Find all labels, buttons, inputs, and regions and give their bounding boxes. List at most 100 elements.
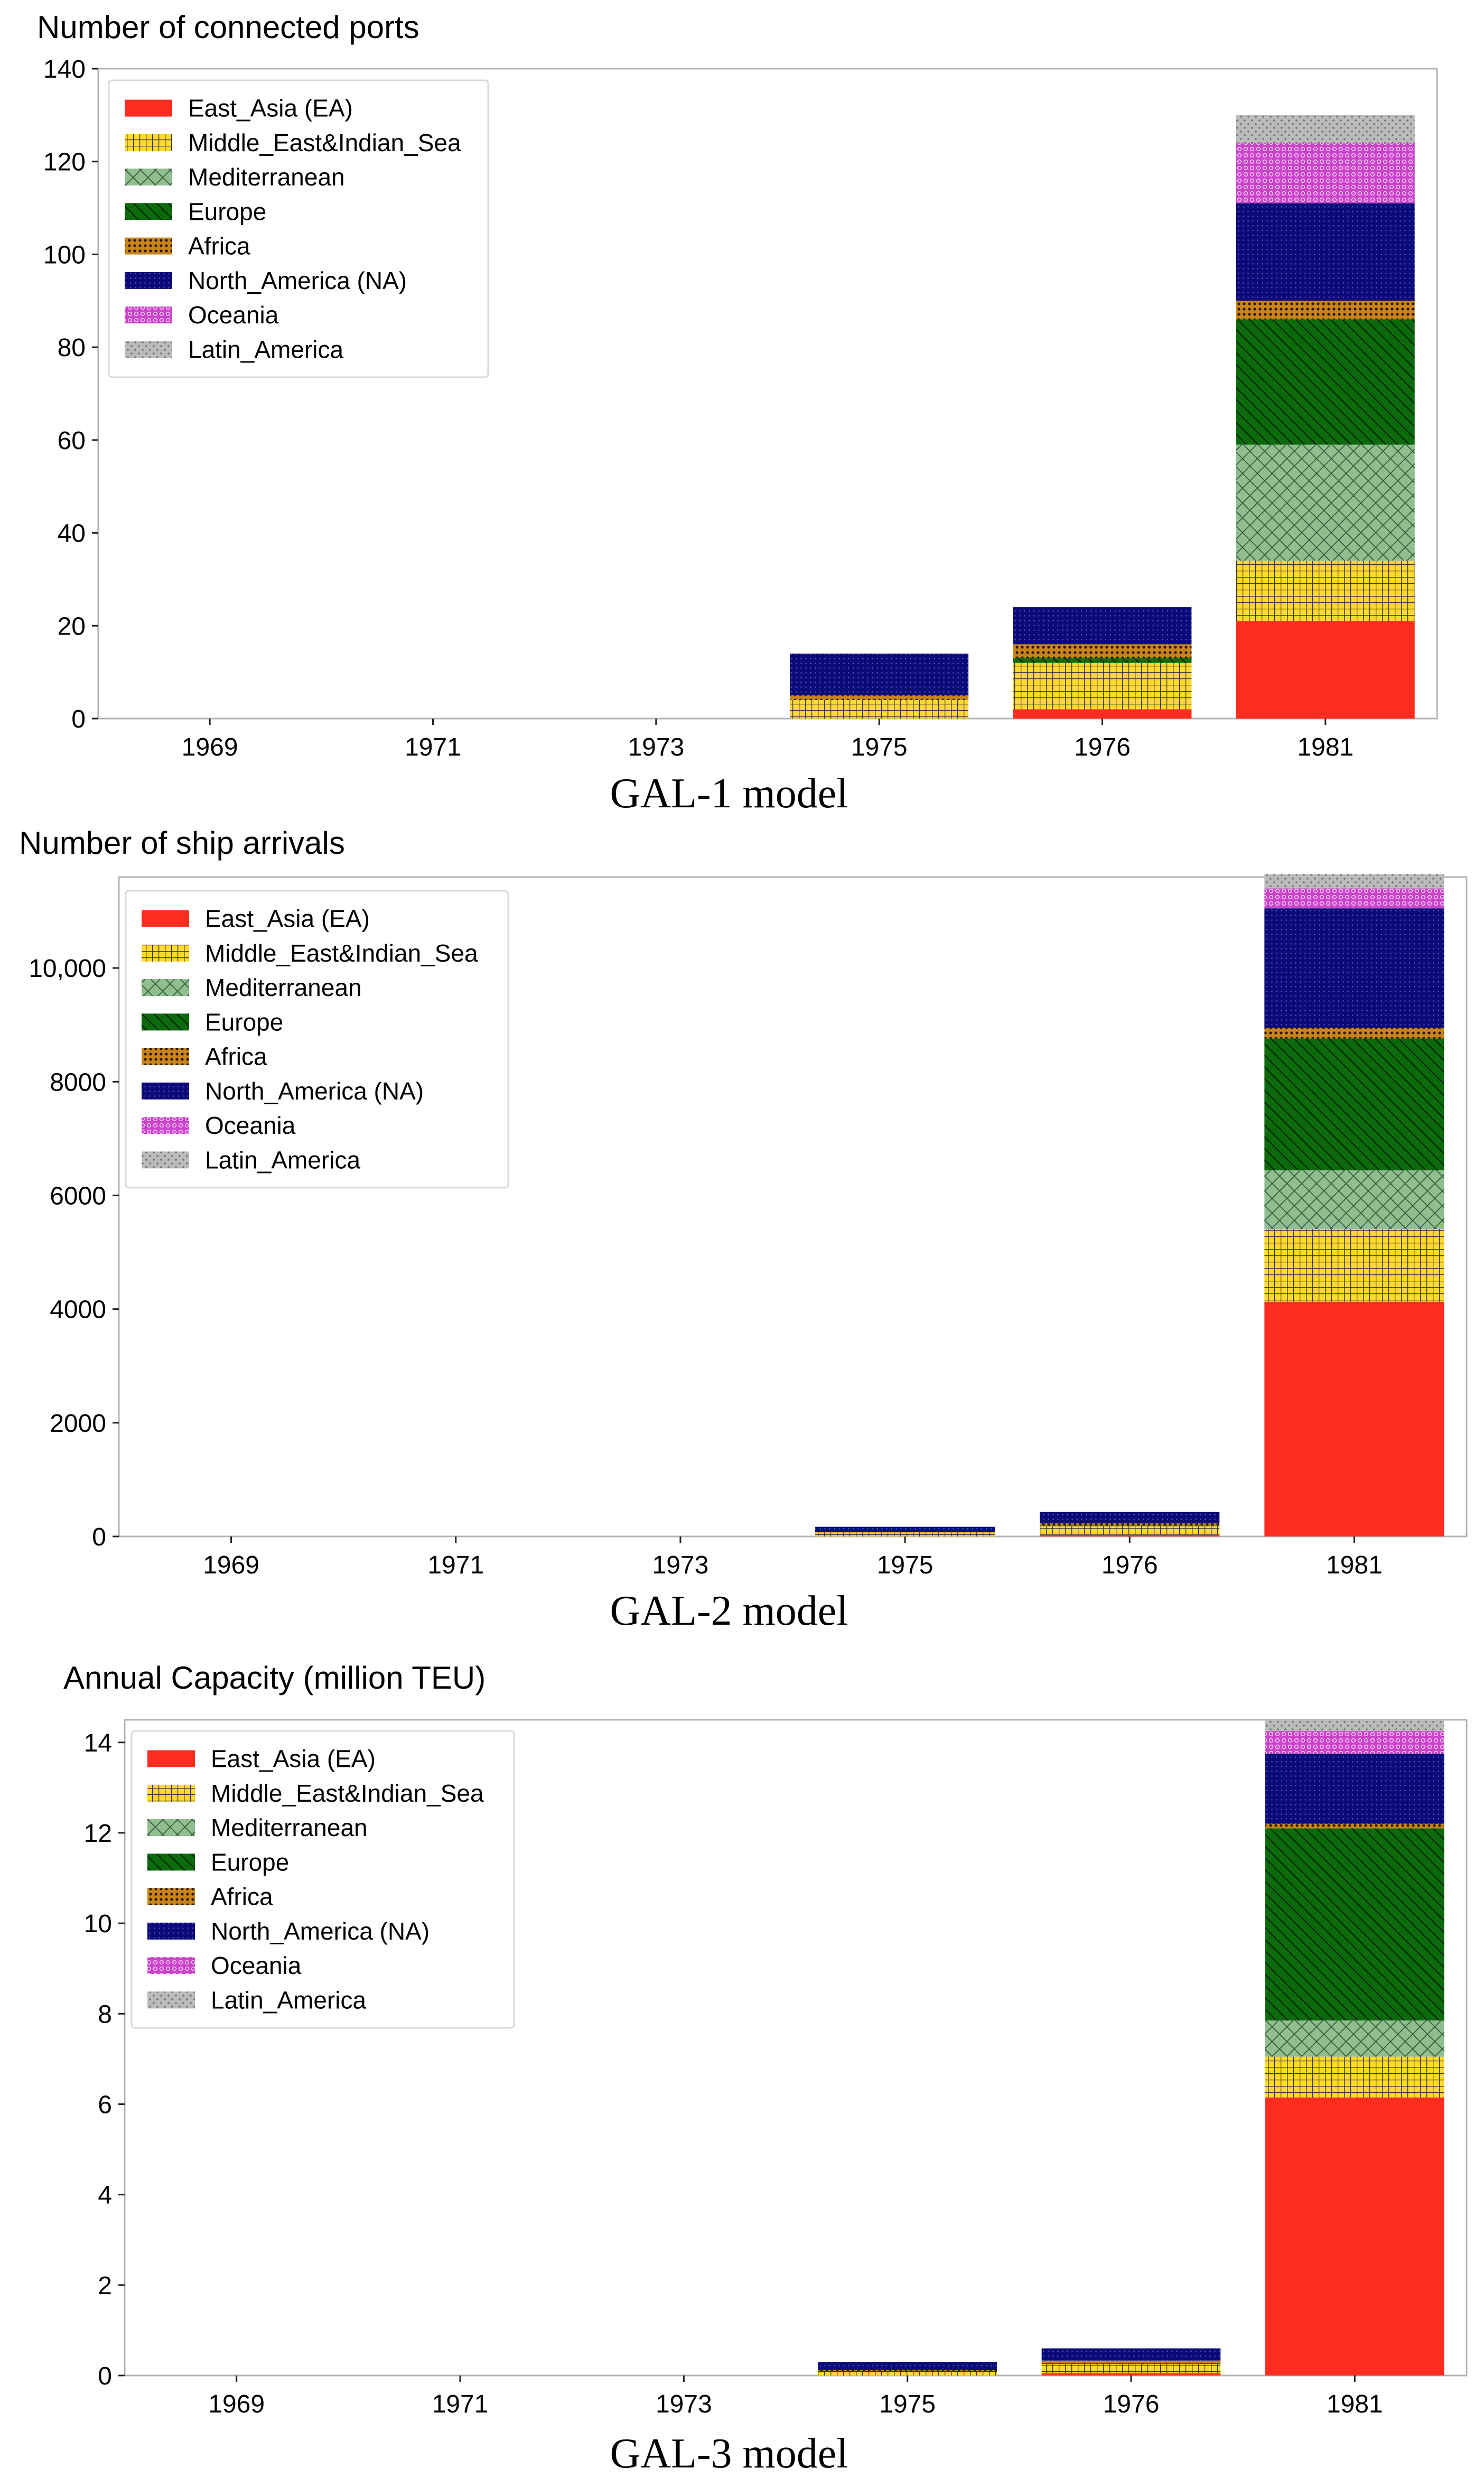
bar-segment-north_america-1976 [1013,607,1192,645]
legend-label: Africa [211,1883,273,1911]
legend-swatch-europe [125,203,172,220]
legend-swatch-north_america [142,1082,189,1100]
legend-label: Mediterranean [211,1814,368,1841]
legend-swatch-east_asia [147,1750,195,1767]
y-tick-label: 140 [43,55,86,83]
y-tick-label: 6000 [50,1182,106,1210]
y-tick-label: 10 [84,1910,112,1938]
legend-label: Oceania [205,1112,296,1139]
x-tick-label: 1976 [1102,1551,1158,1579]
legend-label: Latin_America [211,1986,366,2014]
y-tick-label: 0 [71,705,86,733]
y-tick-label: 4 [98,2182,112,2210]
legend-swatch-middle_east [142,944,189,962]
x-tick-label: 1973 [652,1551,709,1579]
legend-label: Oceania [188,301,279,329]
y-tick-label: 8000 [50,1068,106,1096]
bar-segment-latin_america-1981 [1265,1720,1444,1731]
chart-title: Number of ship arrivals [19,825,345,861]
bar-segment-middle_east-1975 [790,700,969,719]
legend-swatch-oceania [142,1117,189,1134]
bar-segment-north_america-1976 [1040,1512,1220,1524]
chart-panel-3: Annual Capacity (million TEU) 0 2 4 6 8 10 12 14… [63,1660,1468,2477]
x-tick-label: 1971 [427,1551,484,1579]
y-tick-label: 60 [58,427,86,455]
legend-swatch-east_asia [125,99,172,117]
bar-segment-middle_east-1976 [1040,1526,1220,1535]
x-tick-label: 1975 [851,733,908,761]
x-tick-label: 1975 [879,2390,936,2418]
bar-segment-mediterranean-1981 [1265,2020,1444,2057]
legend-swatch-mediterranean [125,169,172,186]
bar-segment-africa-1976 [1013,644,1192,658]
bar-segment-north_america-1981 [1236,203,1415,301]
bar-segment-europe-1981 [1265,1828,1444,2021]
x-tick-label: 1971 [432,2390,489,2418]
bar-segment-middle_east-1976 [1041,2364,1221,2373]
bar-segment-mediterranean-1981 [1236,444,1415,561]
y-tick-label: 2000 [50,1410,106,1438]
legend: East_Asia (EA) Middle_East&Indian_Sea Medi… [130,1730,515,2029]
x-tick-label: 1969 [182,733,238,761]
y-tick-label: 10,000 [29,955,106,983]
bar-segment-middle_east-1981 [1265,2056,1444,2098]
chart-panel-1: Number of connected ports 0 20 40 60 80 100 120… [37,10,1438,817]
legend-swatch-oceania [125,306,172,324]
legend-label: North_America (NA) [211,1917,430,1945]
legend-label: Mediterranean [188,163,345,191]
x-tick-label: 1969 [203,1551,259,1579]
bar-segment-north_america-1975 [815,1526,995,1532]
y-tick-label: 4000 [50,1296,106,1324]
y-tick-label: 2 [98,2272,112,2300]
x-tick-label: 1981 [1327,2390,1383,2418]
model-caption: GAL-1 model [610,770,848,817]
bar-segment-africa-1976 [1040,1523,1220,1526]
y-tick-label: 40 [58,520,86,548]
x-tick-label: 1975 [877,1551,934,1579]
y-tick-label: 0 [98,2362,112,2390]
legend-label: Middle_East&Indian_Sea [205,939,478,967]
legend-label: Africa [188,232,250,260]
legend-label: Europe [188,198,266,225]
legend-label: East_Asia (EA) [188,95,353,122]
bar-segment-latin_america-1981 [1236,115,1415,143]
bar-segment-oceania-1981 [1264,888,1444,909]
bar-segment-east_asia-1981 [1236,621,1415,719]
x-tick-label: 1971 [405,733,461,761]
legend-swatch-mediterranean [147,1819,195,1837]
bar-segment-middle_east-1975 [818,2371,997,2375]
bar-segment-africa-1981 [1236,301,1415,320]
y-tick-label: 0 [92,1523,106,1551]
x-tick-label: 1973 [628,733,684,761]
legend-swatch-east_asia [142,910,189,927]
legend-label: Europe [205,1008,283,1036]
bar-segment-africa-1981 [1264,1028,1444,1039]
chart-title: Number of connected ports [37,10,419,45]
legend-swatch-oceania [147,1957,195,1974]
legend-label: Middle_East&Indian_Sea [211,1780,484,1807]
bar-segment-north_america-1976 [1041,2348,1221,2361]
bar-segment-mediterranean-1981 [1264,1170,1444,1229]
legend-label: Middle_East&Indian_Sea [188,129,461,156]
legend-label: Latin_America [188,336,343,363]
legend-label: East_Asia (EA) [205,905,370,933]
model-caption: GAL-3 model [610,2430,848,2477]
bar-segment-africa-1975 [818,2370,997,2371]
bar-segment-latin_america-1981 [1264,874,1444,889]
legend: East_Asia (EA) Middle_East&Indian_Sea Medi… [108,79,489,378]
x-tick-label: 1969 [208,2390,265,2418]
bar-segment-middle_east-1976 [1013,663,1192,710]
legend-label: Oceania [211,1952,302,1979]
bar-segment-middle_east-1981 [1264,1228,1444,1302]
model-caption: GAL-2 model [610,1588,848,1634]
y-tick-label: 8 [98,2000,112,2028]
bar-segment-north_america-1981 [1265,1754,1444,1824]
bar-segment-east_asia-1981 [1264,1301,1444,1536]
plot-frame [97,68,1438,720]
y-tick-label: 100 [43,241,86,269]
bar-segment-oceania-1981 [1265,1731,1444,1754]
legend-label: Latin_America [205,1146,360,1173]
legend-swatch-africa [125,237,172,255]
bar-segment-europe-1976 [1013,658,1192,663]
